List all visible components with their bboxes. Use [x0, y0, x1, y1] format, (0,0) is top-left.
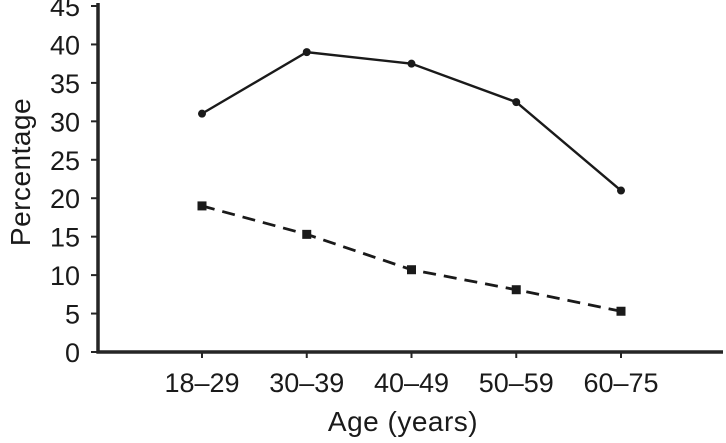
data-point-square — [616, 306, 626, 316]
y-tick-label: 35 — [50, 69, 80, 99]
x-tick-label: 50–59 — [479, 368, 554, 398]
y-tick-label: 30 — [50, 107, 80, 137]
x-tick-label: 40–49 — [374, 368, 449, 398]
data-point-square — [302, 229, 312, 239]
x-axis-title: Age (years) — [327, 406, 479, 437]
y-tick-label: 45 — [50, 0, 80, 22]
data-point-dot — [617, 186, 625, 195]
y-tick-label: 20 — [50, 184, 80, 214]
y-tick-label: 0 — [65, 338, 80, 368]
y-tick-label: 40 — [50, 30, 80, 60]
y-tick-label: 10 — [50, 261, 80, 291]
y-tick-label: 5 — [65, 300, 80, 330]
data-point-square — [407, 265, 416, 275]
data-point-square — [511, 285, 521, 295]
x-tick-label: 60–75 — [583, 368, 658, 398]
series-solid-line — [201, 50, 622, 192]
data-point-dot — [302, 48, 311, 57]
y-axis-title: Percentage — [5, 97, 36, 247]
series-dashed-line — [201, 204, 622, 313]
data-point-dot — [198, 109, 206, 118]
x-tick-label: 18–29 — [164, 368, 239, 398]
y-tick-label: 15 — [50, 223, 80, 253]
y-tick-label: 25 — [50, 146, 80, 176]
data-point-dot — [512, 98, 521, 107]
data-point-dot — [407, 59, 416, 68]
data-point-square — [197, 201, 207, 211]
x-tick-label: 30–39 — [269, 368, 344, 398]
